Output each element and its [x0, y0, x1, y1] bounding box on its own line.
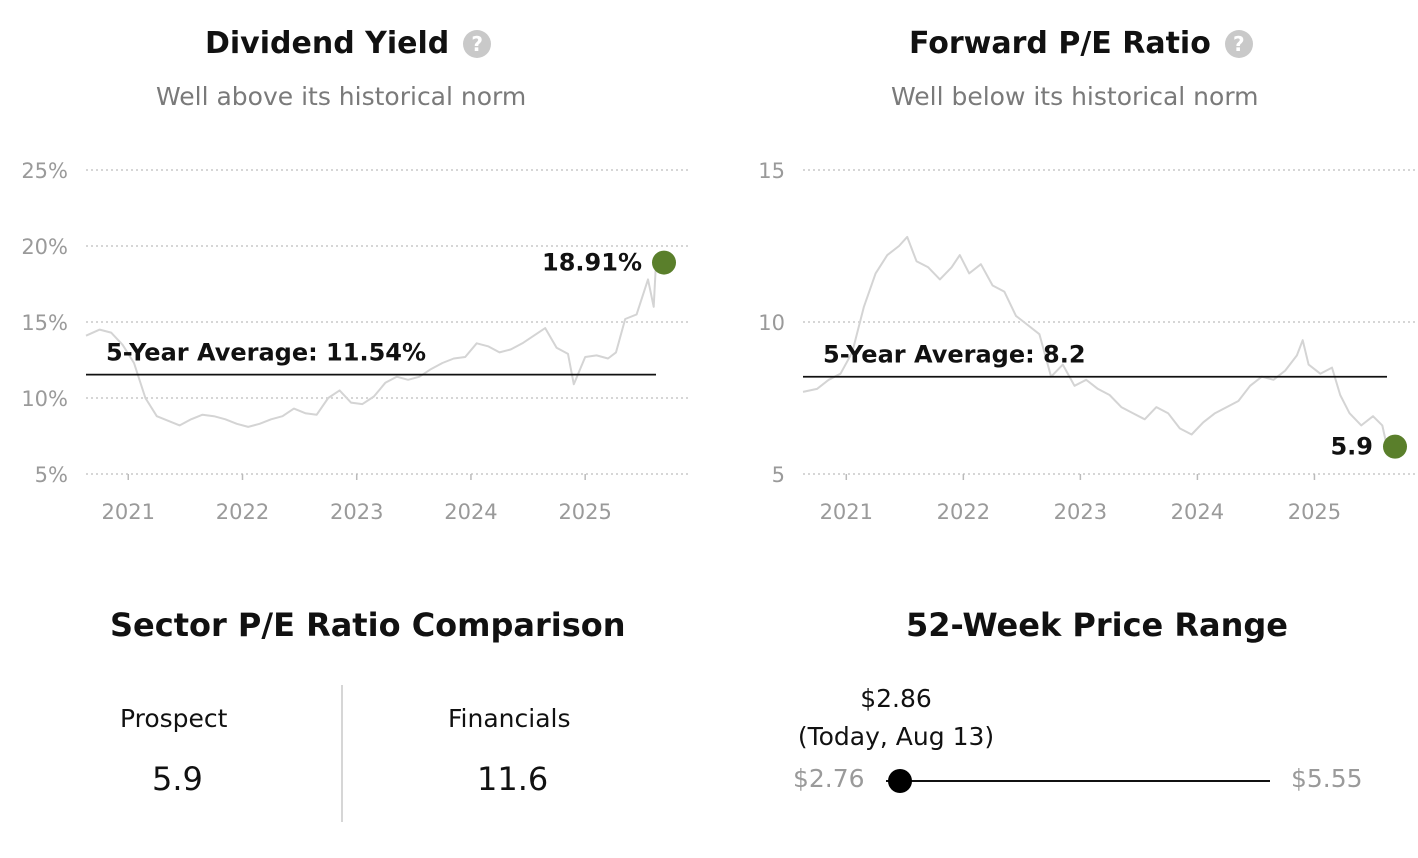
forward-pe-x-tick-label: 2022	[937, 500, 990, 524]
sector-divider	[341, 685, 343, 822]
range-track	[886, 780, 1270, 782]
forward-pe-y-tick-label: 5	[772, 463, 785, 487]
dividend-yield-subtitle: Well above its historical norm	[156, 82, 527, 111]
sector-value-financials: 11.6	[477, 760, 549, 798]
range-current-note: (Today, Aug 13)	[797, 722, 995, 751]
dividend-yield-x-tick-label: 2021	[102, 500, 155, 524]
range-current-label: $2.86 (Today, Aug 13)	[796, 680, 996, 756]
forward-pe-subtitle: Well below its historical norm	[891, 82, 1259, 111]
dividend-yield-y-tick-label: 10%	[21, 387, 68, 411]
dividend-yield-y-tick-label: 25%	[21, 159, 68, 183]
forward-pe-y-tick-label: 10	[758, 311, 785, 335]
forward-pe-title: Forward P/E Ratio ?	[909, 26, 1253, 61]
forward-pe-x-tick-label: 2025	[1288, 500, 1341, 524]
forward-pe-x-tick-label: 2024	[1171, 500, 1224, 524]
forward-pe-last-value-label: 5.9	[1330, 433, 1373, 461]
forward-pe-panel: Forward P/E Ratio ? Well below its histo…	[709, 0, 1418, 560]
dividend-yield-average-label: 5-Year Average: 11.54%	[106, 339, 426, 367]
sector-comparison-title: Sector P/E Ratio Comparison	[110, 606, 626, 644]
dividend-yield-y-tick-label: 20%	[21, 235, 68, 259]
dividend-yield-y-tick-label: 15%	[21, 311, 68, 335]
dividend-yield-x-tick-label: 2022	[216, 500, 269, 524]
dividend-yield-chart: 5% 10% 15% 20% 25% 2021 2022 2023 2024 2025 5-Year…	[21, 159, 688, 524]
forward-pe-x-tick-label: 2023	[1054, 500, 1107, 524]
forward-pe-chart: 5 10 15 2021 2022 2023 2024 2025 5-Year Average:…	[758, 159, 1418, 524]
range-high-label: $5.55	[1291, 764, 1363, 793]
question-circle-icon[interactable]: ?	[1224, 29, 1253, 58]
dividend-yield-y-tick-label: 5%	[35, 463, 68, 487]
dividend-yield-title: Dividend Yield ?	[205, 26, 492, 61]
dividend-yield-last-value-label: 18.91%	[542, 249, 642, 277]
dividend-yield-panel: Dividend Yield ? Well above its historic…	[0, 0, 709, 560]
sector-name-financials: Financials	[448, 704, 571, 733]
forward-pe-title-text: Forward P/E Ratio	[909, 26, 1211, 61]
dividend-yield-title-text: Dividend Yield	[205, 26, 450, 61]
sector-value-prospect: 5.9	[152, 760, 203, 798]
range-current-marker	[887, 769, 912, 793]
dividend-yield-x-tick-label: 2023	[330, 500, 383, 524]
dividend-yield-x-tick-label: 2025	[558, 500, 611, 524]
sector-name-prospect: Prospect	[120, 704, 228, 733]
forward-pe-y-tick-label: 15	[758, 159, 785, 183]
forward-pe-average-label: 5-Year Average: 8.2	[823, 341, 1086, 369]
forward-pe-series-line	[802, 235, 1388, 447]
range-current-price: $2.86	[860, 684, 932, 713]
dividend-yield-last-point	[652, 250, 676, 275]
price-range-title: 52-Week Price Range	[906, 606, 1288, 644]
forward-pe-last-point	[1383, 434, 1407, 459]
question-circle-icon[interactable]: ?	[463, 29, 492, 58]
range-low-label: $2.76	[793, 764, 865, 793]
forward-pe-x-tick-label: 2021	[820, 500, 873, 524]
dividend-yield-x-tick-label: 2024	[444, 500, 497, 524]
